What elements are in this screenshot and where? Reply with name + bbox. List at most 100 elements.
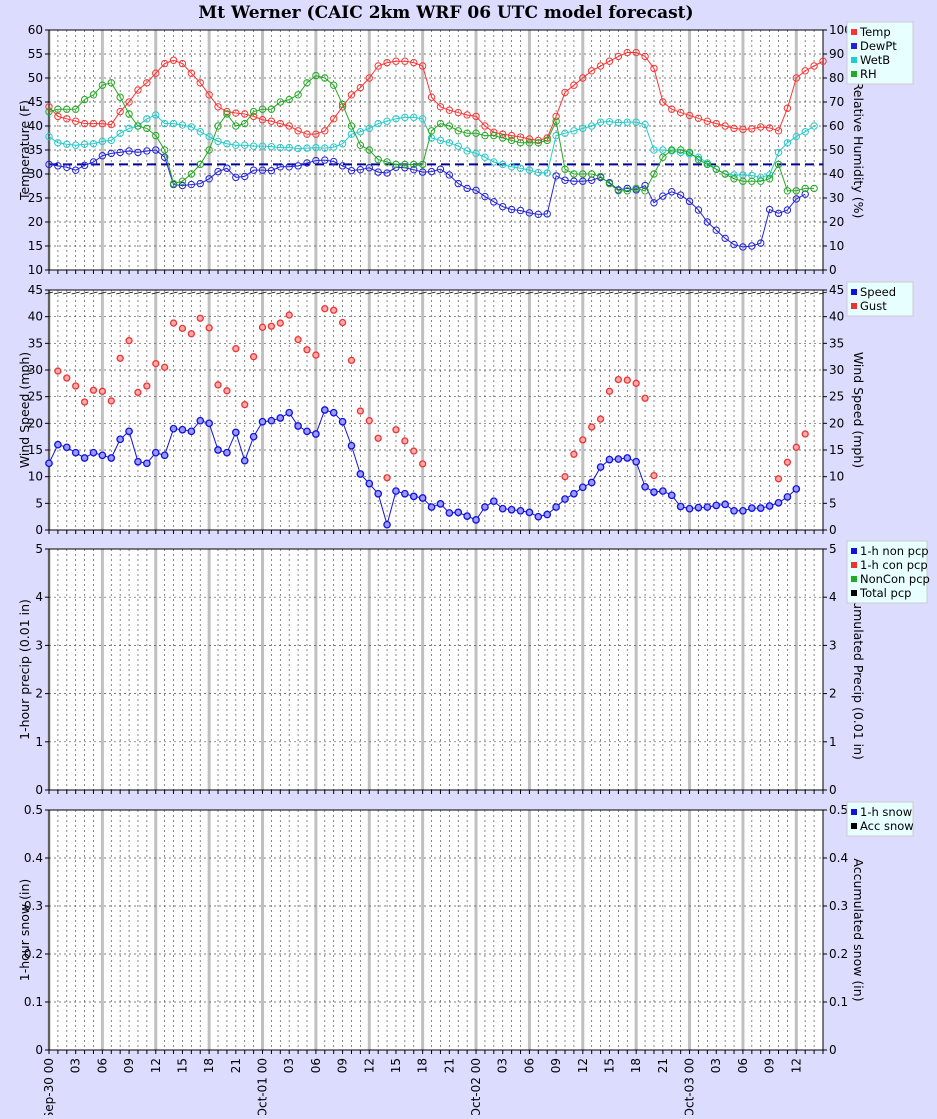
y-tick-label-right: 0.5: [829, 803, 848, 817]
x-tick-label: 18: [416, 1058, 430, 1073]
legend-entry: WetB: [860, 53, 890, 67]
data-point-temp: [347, 91, 356, 99]
data-point-wetb: [650, 146, 658, 154]
data-point-dewpt: [579, 177, 587, 185]
y-tick-label-right: 0.2: [829, 947, 848, 961]
data-point-gust: [330, 306, 338, 314]
data-point-gust: [605, 387, 614, 395]
x-tick-label: 03: [709, 1058, 723, 1073]
data-point-dewpt: [312, 156, 320, 165]
data-point-gust: [570, 450, 578, 458]
data-point-temp: [721, 122, 729, 130]
legend-swatch: [851, 576, 857, 582]
wind-barb: [80, 291, 89, 295]
data-point-speed: [196, 416, 205, 425]
data-point-speed: [365, 479, 374, 488]
data-point-speed: [427, 503, 436, 511]
data-point-gust: [596, 415, 605, 423]
data-point-gust: [401, 437, 409, 445]
data-point-speed: [258, 417, 267, 426]
data-point-rh: [783, 187, 792, 195]
data-point-dewpt: [71, 166, 80, 174]
data-point-rh: [685, 148, 694, 157]
data-point-temp: [641, 52, 649, 61]
data-point-temp: [765, 124, 774, 132]
data-point-temp: [445, 106, 454, 114]
data-point-speed: [792, 485, 801, 493]
y-tick-label-left: 15: [28, 443, 43, 457]
data-point-gust: [232, 345, 240, 353]
data-point-temp: [410, 58, 418, 67]
wind-barb: [605, 291, 614, 295]
grid-6h: [474, 290, 478, 530]
grid-6h: [634, 549, 638, 790]
legend-swatch: [851, 289, 857, 295]
data-point-wetb: [205, 132, 213, 141]
data-point-temp: [143, 79, 151, 87]
grid-6h: [688, 810, 692, 1050]
data-point-speed: [285, 408, 294, 417]
grid-6h: [474, 549, 478, 790]
data-point-gust: [410, 447, 418, 455]
y-tick-label-right: 5: [829, 542, 837, 556]
y-tick-label-left: 0: [35, 523, 43, 537]
wind-barb: [169, 291, 178, 295]
data-point-temp: [596, 62, 605, 70]
data-point-speed: [747, 504, 756, 512]
wind-barb: [329, 291, 338, 295]
data-point-dewpt: [765, 205, 774, 214]
data-point-speed: [614, 455, 623, 463]
data-point-dewpt: [143, 147, 151, 155]
y-tick-label-left: 0.2: [24, 947, 43, 961]
data-point-dewpt: [329, 157, 338, 166]
series-line-dewpt: [48, 149, 806, 248]
data-point-rh: [757, 177, 765, 185]
y-tick-label-left: 10: [28, 263, 43, 277]
data-point-dewpt: [232, 173, 240, 182]
data-point-dewpt: [534, 210, 543, 219]
data-point-dewpt: [45, 160, 53, 169]
data-point-speed: [125, 427, 133, 436]
data-point-dewpt: [214, 167, 222, 176]
data-point-dewpt: [116, 148, 124, 157]
data-point-gust: [187, 330, 195, 338]
data-point-dewpt: [507, 205, 516, 214]
data-point-speed: [312, 430, 320, 438]
data-point-temp: [356, 83, 365, 92]
data-point-dewpt: [205, 175, 213, 183]
data-point-gust: [588, 423, 596, 431]
y-axis-label-right: Accumulated Precip (0.01 in): [851, 579, 866, 760]
legend-box: [846, 801, 914, 837]
y-axis-label-left: 1-hour snow (in): [17, 879, 32, 982]
data-point-dewpt: [685, 197, 694, 206]
wind-barb: [71, 291, 80, 295]
data-point-temp: [125, 98, 133, 106]
data-point-speed: [392, 487, 400, 495]
wind-barb: [489, 291, 498, 295]
grid-6h: [794, 810, 798, 1050]
data-point-temp: [418, 62, 427, 70]
wind-barb: [685, 291, 694, 295]
data-point-temp: [561, 88, 569, 97]
data-point-speed: [89, 448, 98, 457]
grid-6h: [581, 290, 585, 530]
data-point-wetb: [160, 119, 169, 128]
data-point-gust: [650, 471, 658, 480]
data-point-wetb: [312, 143, 320, 152]
series-line-temp: [48, 52, 824, 141]
data-point-speed: [739, 506, 747, 515]
data-point-speed: [338, 417, 347, 426]
data-point-rh: [703, 160, 712, 169]
wind-barb: [382, 291, 392, 295]
data-point-rh: [579, 170, 587, 178]
data-point-speed: [774, 498, 783, 507]
data-point-rh: [516, 139, 525, 147]
x-tick-label: 09: [336, 1058, 350, 1073]
grid-6h: [100, 810, 104, 1050]
data-point-rh: [143, 124, 151, 133]
data-point-dewpt: [338, 162, 347, 170]
data-point-speed: [231, 428, 240, 437]
data-point-gust: [792, 443, 800, 451]
y-tick-label-left: 4: [35, 590, 43, 604]
